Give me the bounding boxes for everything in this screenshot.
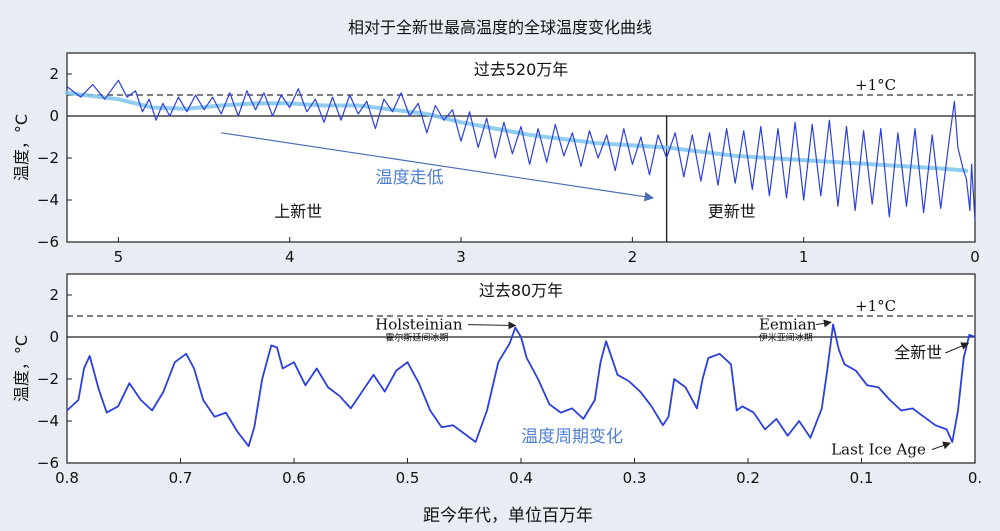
x-tick-label: 1 <box>799 248 809 266</box>
period-label: 过去520万年 <box>474 60 569 79</box>
y-tick-label: −2 <box>37 370 59 388</box>
y-tick-label: 0 <box>49 107 59 125</box>
trend-label: 温度走低 <box>376 168 444 188</box>
annotation-sub-holsteinian: 霍尔斯廷间冰期 <box>385 332 448 344</box>
x-tick-label: 0.6 <box>282 469 306 487</box>
annotation-holocene: 全新世 <box>894 343 942 362</box>
plot-area <box>66 52 976 243</box>
reference-line-label: +1°C <box>855 76 896 94</box>
x-tick-label: 0.1 <box>850 469 874 487</box>
x-tick-label: 3 <box>456 248 466 266</box>
y-tick-label: −6 <box>37 233 59 251</box>
x-tick-label: 0.3 <box>623 469 647 487</box>
annotation-last-ice-age: Last Ice Age <box>831 441 926 459</box>
y-tick-label: −2 <box>37 149 59 167</box>
annotation-arrow-last-ice-age <box>931 441 951 451</box>
x-tick-label: 0.2 <box>736 469 760 487</box>
x-tick-label: 5 <box>114 248 124 266</box>
y-tick-label: −4 <box>37 191 59 209</box>
cycle-label: 温度周期变化 <box>521 427 623 447</box>
reference-line-label: +1°C <box>855 297 896 315</box>
x-tick-label: 0.5 <box>396 469 420 487</box>
panel-800ka: +1°C0.8 0.7 0.6 0.5 0.4 0.3 0.2 0.1 0.20−2−4−6温度… <box>12 273 982 487</box>
annotation-sub-eemian: 伊米亚间冰期 <box>759 332 813 344</box>
y-tick-label: 2 <box>49 286 59 304</box>
annotation-arrow-holsteinian <box>468 321 517 330</box>
x-tick-label: 0.8 <box>55 469 79 487</box>
plot-area <box>66 273 976 464</box>
y-tick-label: 0 <box>49 328 59 346</box>
period-label: 过去80万年 <box>479 281 563 300</box>
y-axis-label: 温度，°C <box>12 114 31 181</box>
x-tick-label: 0.4 <box>509 469 533 487</box>
annotation-arrow-holocene <box>945 342 970 354</box>
x-tick-label: 0. <box>968 469 982 487</box>
x-tick-label: 2 <box>628 248 638 266</box>
temperature-series-line <box>66 79 976 222</box>
x-axis-label: 距今年代，单位百万年 <box>423 506 593 526</box>
trend-arrow <box>221 132 655 202</box>
y-tick-label: −4 <box>37 412 59 430</box>
temperature-series-line <box>66 323 976 448</box>
x-tick-label: 0.7 <box>169 469 193 487</box>
figure-title: 相对于全新世最高温度的全球温度变化曲线 <box>348 18 652 37</box>
annotation-holsteinian: Holsteinian <box>375 316 463 334</box>
x-tick-label: 0 <box>970 248 980 266</box>
epoch-label: 上新世 <box>274 202 322 221</box>
y-tick-label: −6 <box>37 454 59 472</box>
trend-line <box>65 90 969 173</box>
annotation-arrow-eemian <box>815 319 832 328</box>
x-tick-label: 4 <box>285 248 295 266</box>
y-tick-label: 2 <box>49 65 59 83</box>
epoch-label: 更新世 <box>708 202 756 221</box>
y-axis-label: 温度，°C <box>12 335 31 402</box>
annotation-eemian: Eemian <box>759 316 817 334</box>
